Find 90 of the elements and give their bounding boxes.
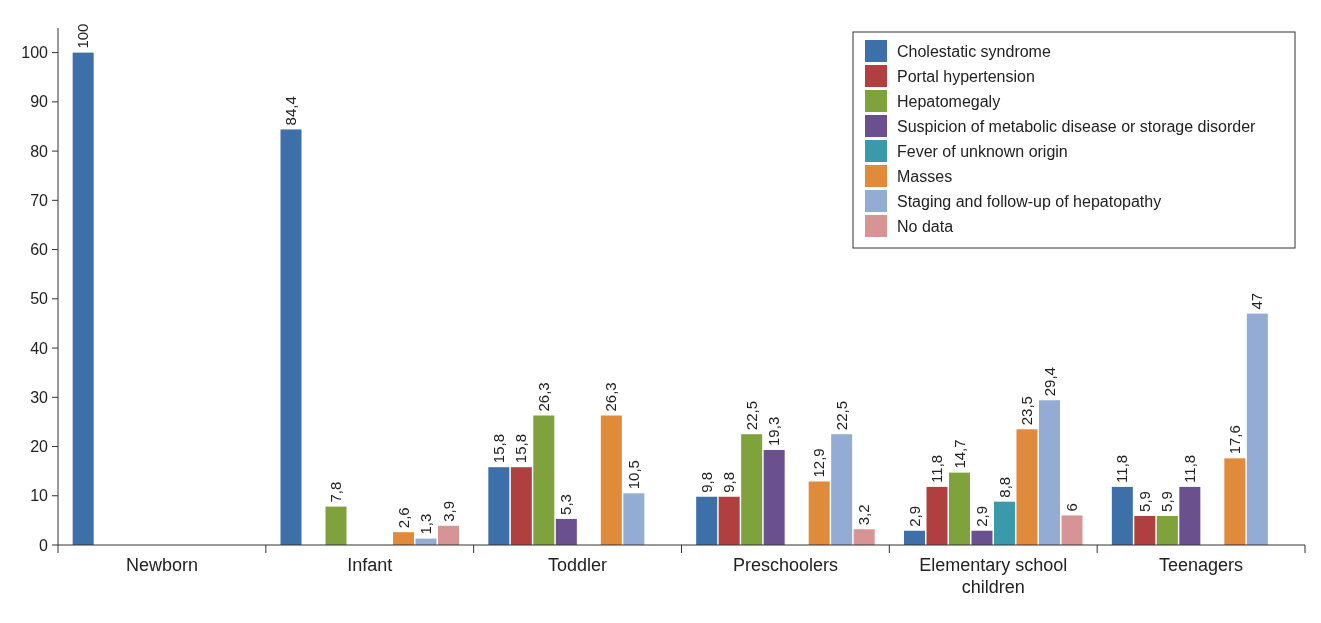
legend-label: No data (897, 218, 954, 235)
bar (808, 481, 830, 545)
bar (831, 434, 853, 545)
bar (488, 467, 510, 545)
y-tick-label: 0 (39, 536, 49, 554)
bar (949, 472, 970, 545)
x-tick-label: Toddler (548, 555, 608, 575)
data-label: 11,8 (1180, 454, 1198, 483)
data-label: 8,8 (995, 476, 1013, 498)
bar (926, 486, 948, 545)
legend-label: Cholestatic syndrome (897, 43, 1051, 60)
data-label: 29,4 (1040, 367, 1058, 397)
bar (280, 129, 302, 545)
legend-label: Portal hypertension (897, 68, 1035, 85)
legend-label: Masses (897, 168, 953, 185)
bar (1179, 486, 1201, 545)
y-tick-label: 10 (30, 487, 49, 505)
bar (971, 530, 993, 545)
data-label: 3,2 (855, 504, 873, 526)
bar (1224, 458, 1246, 545)
y-tick-label: 100 (21, 44, 49, 62)
bar (741, 434, 763, 545)
x-tick-label: Elementary school children (919, 555, 1068, 597)
bar (763, 449, 785, 545)
y-tick-label: 60 (30, 241, 49, 259)
bar (393, 532, 414, 545)
bar (1061, 515, 1083, 545)
bar (718, 496, 740, 545)
bar (600, 415, 622, 545)
data-label: 9,8 (720, 471, 738, 493)
data-label: 2,9 (905, 505, 923, 527)
data-label: 23,5 (1018, 396, 1035, 426)
data-label: 5,9 (1158, 491, 1176, 512)
data-label: 17,6 (1225, 425, 1243, 455)
bar (510, 467, 532, 545)
data-label: 22,5 (832, 401, 850, 431)
data-label: 10,5 (624, 460, 642, 490)
data-label: 100 (74, 23, 92, 49)
bar (1246, 313, 1268, 545)
data-label: 26,3 (602, 382, 620, 412)
data-label: 47 (1248, 292, 1266, 310)
x-tick-label: Newborn (125, 555, 198, 575)
bar (1156, 515, 1178, 545)
data-label: 15,8 (489, 434, 507, 464)
data-label: 22,5 (742, 401, 760, 431)
data-label: 12,9 (810, 448, 828, 478)
data-label: 2,9 (973, 505, 990, 527)
y-tick-label: 90 (30, 93, 49, 111)
data-label: 5,9 (1135, 491, 1153, 512)
y-tick-label: 70 (30, 191, 49, 209)
bar (853, 529, 875, 545)
y-tick-label: 40 (30, 339, 49, 357)
bar (438, 525, 459, 545)
data-label: 3,9 (439, 500, 457, 522)
bar (1111, 486, 1133, 545)
bar (994, 501, 1015, 545)
legend-label: Suspicion of metabolic disease or storage disorder (897, 118, 1257, 135)
bar (904, 530, 925, 545)
y-tick-label: 50 (30, 290, 49, 308)
x-tick-label: Preschoolers (732, 555, 838, 575)
data-label: 6 (1063, 503, 1080, 512)
bar (555, 518, 577, 545)
data-label: 26,3 (534, 382, 552, 412)
bar (623, 493, 645, 545)
legend-label: Staging and follow-up of hepatopathy (897, 193, 1162, 210)
y-tick-label: 20 (30, 438, 49, 456)
data-label: 11,8 (928, 454, 945, 483)
bar (72, 52, 94, 545)
y-tick-label: 80 (30, 142, 49, 160)
legend-label: Fever of unknown origin (897, 143, 1068, 160)
bar (533, 415, 555, 545)
data-label: 15,8 (512, 434, 530, 464)
data-label: 19,3 (765, 416, 783, 446)
x-tick-label: Infant (347, 555, 393, 575)
y-tick-label: 30 (30, 388, 49, 406)
data-label: 2,6 (394, 507, 412, 529)
data-label: 11,8 (1113, 454, 1131, 483)
bar (1134, 515, 1156, 545)
data-label: 14,7 (950, 439, 968, 469)
data-label: 7,8 (327, 481, 344, 503)
x-tick-label: Teenagers (1159, 555, 1244, 575)
bar (696, 496, 718, 545)
legend-label: Hepatomegaly (897, 93, 1001, 110)
bar (1039, 400, 1060, 545)
bar (1016, 429, 1038, 545)
data-label: 5,3 (557, 494, 575, 515)
data-label: 1,3 (417, 513, 434, 535)
data-label: 84,4 (282, 96, 299, 126)
data-label: 9,8 (697, 471, 715, 493)
bar (325, 506, 347, 545)
